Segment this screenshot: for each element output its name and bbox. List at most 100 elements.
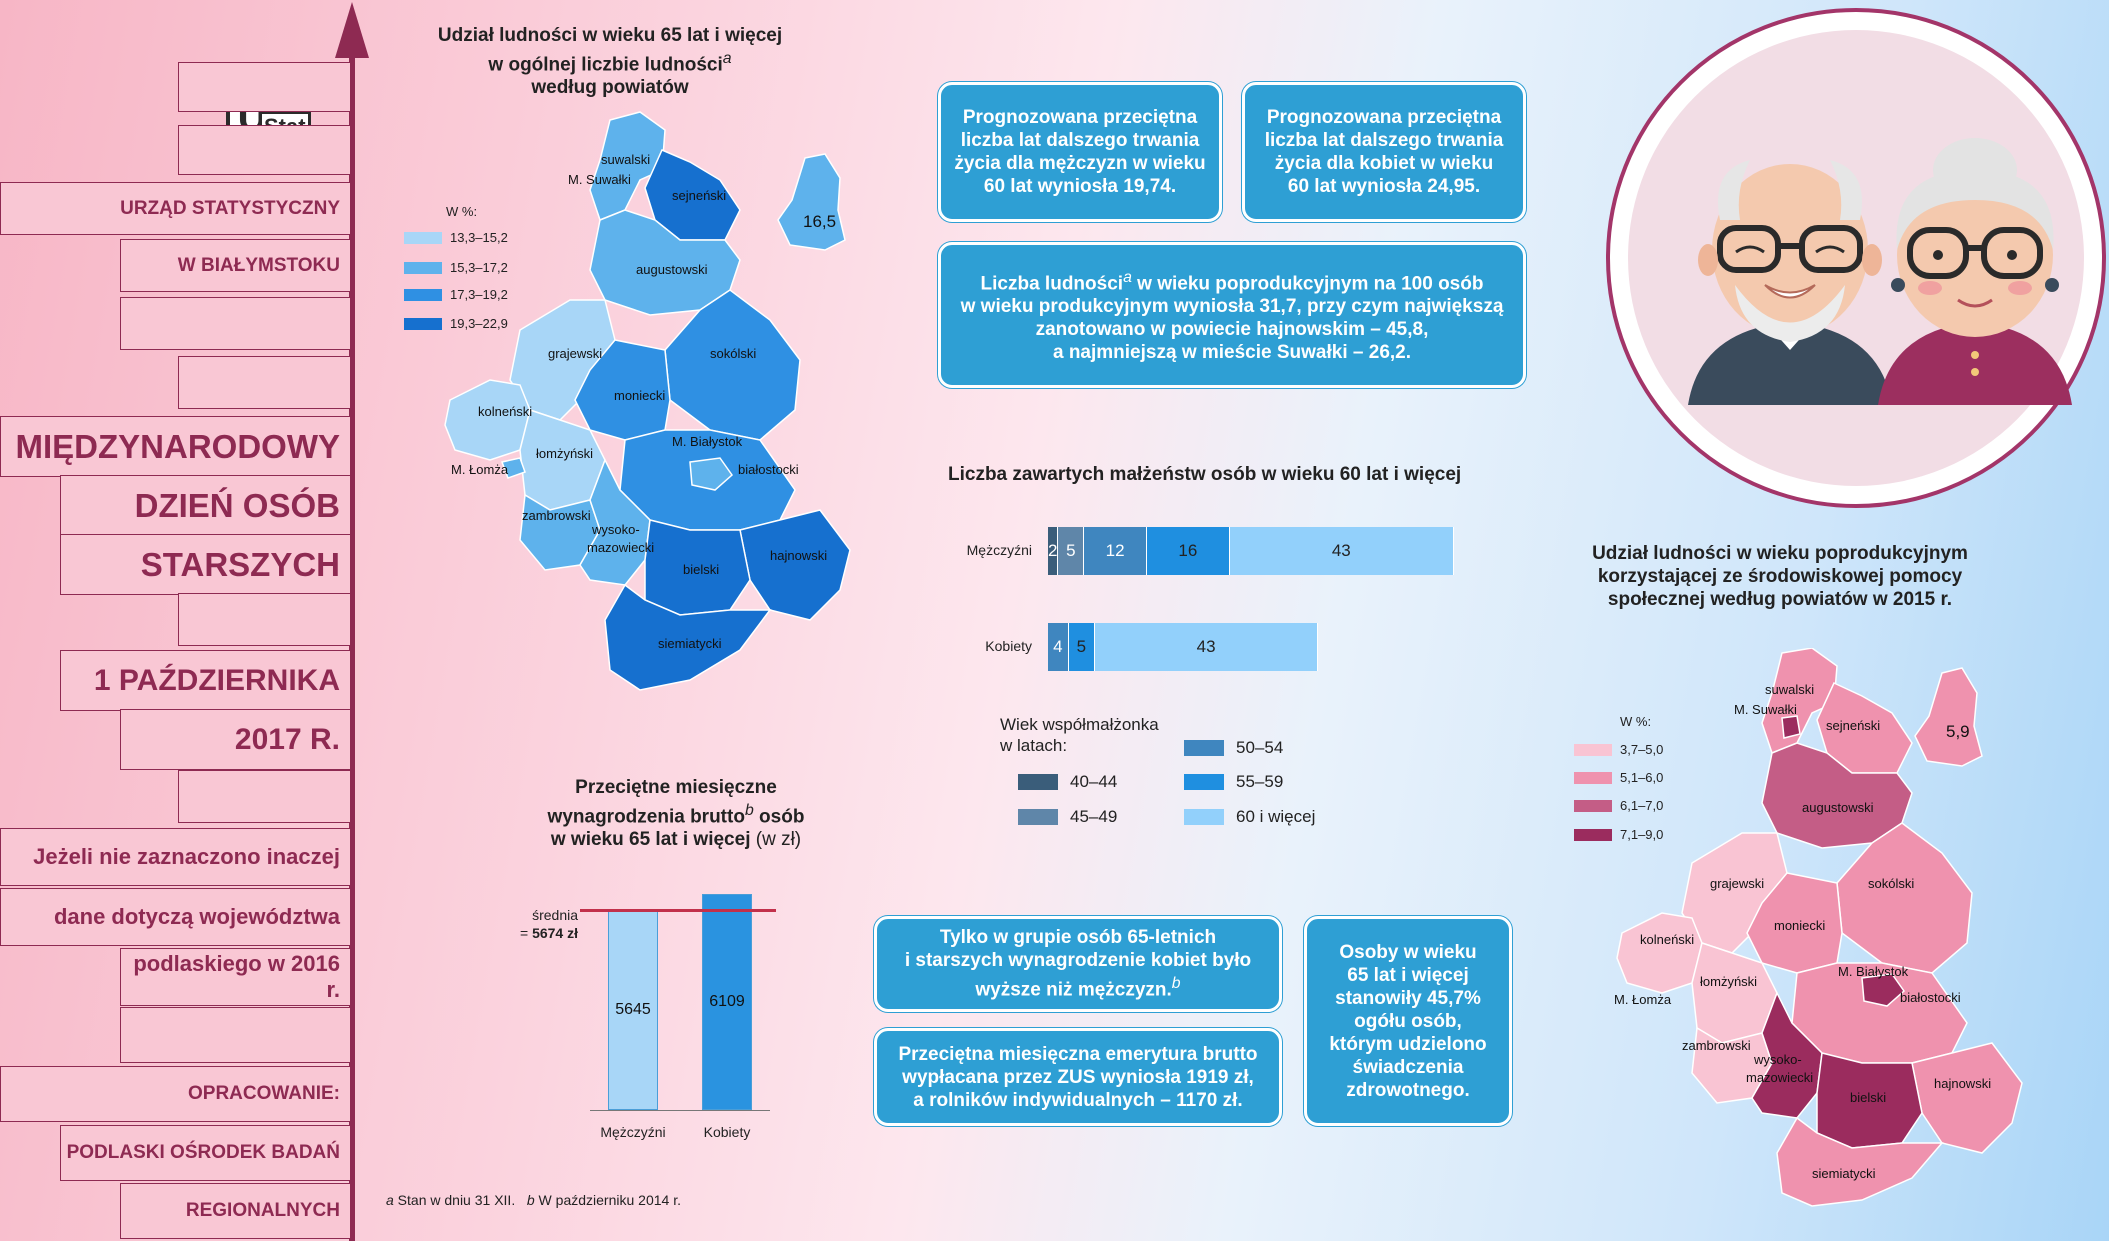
map1-district-augustowski (589, 209, 741, 316)
map2-district-sokolski (1836, 822, 1973, 974)
wage-category-women: Kobiety (703, 1124, 751, 1140)
map1-label-moniecki: moniecki (614, 388, 666, 403)
step-7 (120, 1007, 354, 1063)
map2-legend-title: W %: (1620, 714, 1652, 729)
map1-label-kolnenski: kolneński (478, 404, 533, 419)
map1-district-hajnowski (739, 509, 851, 621)
map1-legend-4: 19,3–22,9 (404, 316, 508, 331)
marriage-row-label-men: Mężczyźni (966, 542, 1032, 558)
marriage-bar-men-3: 16 (1146, 527, 1230, 575)
map2-inset-value: 5,9 (1946, 722, 1970, 741)
wage-bar-women: 6109 (702, 894, 752, 1110)
marriage-chart-title: Liczba zawartych małżeństw osób w wieku … (948, 464, 1462, 485)
marriage-bar-men-2: 12 (1084, 527, 1147, 575)
map2-svg (1616, 648, 2023, 1207)
note-line2: dane dotyczą województwa (0, 888, 354, 946)
event-line2: DZIEŃ OSÓB (60, 475, 354, 536)
map2-label-wysoko2: mazowiecki (1746, 1070, 1814, 1085)
office-line2: W BIAŁYMSTOKU (120, 239, 354, 292)
map2-inset (1914, 667, 1983, 767)
map1-label-sokolski: sokólski (710, 346, 757, 361)
map2-label-moniecki: moniecki (1774, 918, 1826, 933)
map2-label-sokolski: sokólski (1868, 876, 1915, 891)
wages-average-label: średnia = 5674 zł (519, 907, 578, 941)
arrow-shaft (349, 52, 355, 1241)
map1-district-suwalski (589, 111, 666, 221)
map1-legend-title: W %: (446, 204, 478, 219)
map2-label-m-suwalki: M. Suwałki (1734, 702, 1797, 717)
map1-label-augustowski: augustowski (636, 262, 708, 277)
marriage-bar-men-1: 5 (1058, 527, 1085, 575)
map2-title: Udział ludności w wieku poprodukcyjnym k… (1592, 543, 1968, 610)
map1-label-m-lomza: M. Łomża (451, 462, 509, 477)
map2-label-wysoko1: wysoko- (1754, 1052, 1802, 1067)
marriage-bar-men-0: 2 (1048, 527, 1059, 575)
step-3 (120, 297, 354, 350)
map1-label-wysoko1: wysoko- (592, 522, 640, 537)
map1-label-wysoko2: mazowiecki (587, 540, 655, 555)
date-line2: 2017 R. (120, 709, 354, 770)
pension-box: Przeciętna miesięczna emerytura brutto w… (874, 1028, 1282, 1126)
step-5 (178, 593, 354, 646)
marriage-bar-women-2: 4 (1048, 623, 1069, 671)
office-line1: URZĄD STATYSTYCZNY (0, 182, 354, 235)
author-line1: PODLASKI OŚRODEK BADAŃ (60, 1125, 354, 1181)
map2-label-m-bialystok: M. Białystok (1838, 964, 1909, 979)
map2-district-kolnenski (1616, 912, 1703, 994)
map1-district-kolnenski (444, 379, 531, 461)
map2-district-m-suwalki (1781, 715, 1801, 739)
step-1 (178, 62, 354, 112)
map2-label-zambrowski: zambrowski (1682, 1038, 1751, 1053)
footnote: a Stan w dniu 31 XII. b W październiku 2… (386, 1192, 681, 1208)
step-6 (178, 770, 354, 823)
map1-legend-2: 15,3–17,2 (404, 260, 508, 275)
marriage-bar-women-4: 43 (1094, 623, 1319, 671)
map1-label-m-bialystok: M. Białystok (672, 434, 743, 449)
map1-district-wysokomazowiecki (579, 458, 651, 586)
dependency-box: Liczba ludnościa w wieku poprodukcyjnym … (938, 242, 1526, 388)
map1-label-bielski: bielski (683, 562, 720, 577)
map2-legend-1: 3,7–5,0 (1574, 742, 1663, 757)
map2-label-kolnenski: kolneński (1640, 932, 1695, 947)
map2-legend-2: 5,1–6,0 (1574, 770, 1663, 785)
map1-label-bialostocki: białostocki (738, 462, 799, 477)
map2-label-bielski: bielski (1850, 1090, 1887, 1105)
author-line2: REGIONALNYCH (120, 1183, 354, 1239)
map2-label-sejnenski: sejneński (1826, 718, 1881, 733)
map1-label-hajnowski: hajnowski (770, 548, 828, 563)
map1-inset (777, 153, 846, 251)
map2-legend-3: 6,1–7,0 (1574, 798, 1663, 813)
map2-label-augustowski: augustowski (1802, 800, 1874, 815)
elderly-couple-icon (1688, 138, 2072, 405)
marriage-legend-title: Wiek współmałżonka w latach: (1000, 715, 1159, 755)
marriage-bar-men-4: 43 (1230, 527, 1454, 575)
map1-label-sejnenski: sejneński (672, 188, 727, 203)
map2-label-siemiatycki: siemiatycki (1812, 1166, 1876, 1181)
wage-average-line (580, 909, 776, 912)
map2-district-hajnowski (1911, 1042, 2023, 1154)
map1-district-sokolski (664, 289, 801, 441)
map2-district-m-bialystok (1861, 973, 1906, 1007)
step-4 (178, 356, 354, 409)
map1-district-m-lomza (500, 457, 526, 479)
map1-label-zambrowski: zambrowski (522, 508, 591, 523)
map1-label-m-suwalki: M. Suwałki (568, 172, 631, 187)
marriage-row-label-women: Kobiety (985, 638, 1032, 654)
arrow-head (335, 2, 369, 58)
map2-label-bialostocki: białostocki (1900, 990, 1961, 1005)
map1-title: Udział ludności w wieku 65 lat i więcej … (437, 25, 783, 99)
map1-legend-3: 17,3–19,2 (404, 287, 508, 302)
map2-label-suwalski: suwalski (1765, 682, 1815, 697)
wage-baseline (590, 1110, 770, 1111)
step-2 (178, 125, 354, 175)
map2-label-lomzynski: łomżyński (1700, 974, 1758, 989)
map2-district-augustowski (1761, 742, 1913, 849)
wage-compare-box: Tylko w grupie osób 65-letnich i starszy… (874, 916, 1282, 1012)
note-line3: podlaskiego w 2016 r. (120, 948, 354, 1006)
men-life-box: Prognozowana przeciętna liczba lat dalsze… (938, 82, 1222, 222)
map2-label-grajewski: grajewski (1710, 876, 1765, 891)
map1-legend-1: 13,3–15,2 (404, 230, 508, 245)
map2-district-wysokomazowiecki (1751, 991, 1823, 1119)
health-box: Osoby w wieku 65 lat i więcej stanowiły 4… (1304, 916, 1512, 1126)
map1-inset-value: 16,5 (803, 212, 837, 231)
